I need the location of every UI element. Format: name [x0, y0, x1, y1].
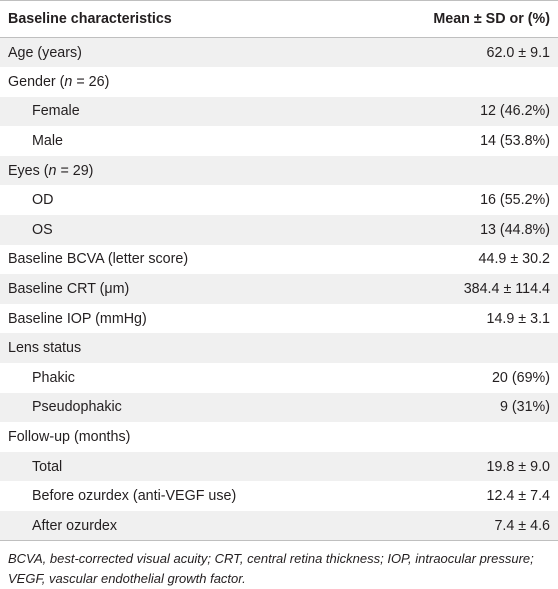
table-footnote: BCVA, best-corrected visual acuity; CRT,…: [8, 551, 534, 587]
row-value: 9 (31%): [360, 392, 558, 423]
row-value: [360, 422, 558, 452]
row-value: 12.4 ± 7.4: [486, 488, 551, 505]
table-row: Before ozurdex (anti-VEGF use) 12.4 ± 7.4: [0, 481, 558, 511]
row-value: 62.0 ± 9.1: [360, 37, 558, 68]
table-row: Baseline CRT (μm) 384.4 ± 114.4: [0, 274, 558, 304]
row-label: Pseudophakic: [0, 392, 360, 423]
row-label: Male: [32, 133, 63, 150]
table-row: Age (years) 62.0 ± 9.1: [0, 37, 558, 68]
table-row: Lens status: [0, 333, 558, 364]
header-row: Baseline characteristics Mean ± SD or (%…: [0, 0, 558, 38]
table-row: Gender (n = 26): [0, 67, 558, 97]
row-value: 14 (53.8%): [480, 133, 550, 150]
table-row: OS 13 (44.8%): [0, 215, 558, 245]
table-row: After ozurdex 7.4 ± 4.6: [0, 511, 558, 542]
table-row: Male 14 (53.8%): [0, 126, 558, 156]
table-row: Female 12 (46.2%): [0, 96, 558, 127]
row-label: Gender (n = 26): [8, 73, 110, 90]
row-value: 13 (44.8%): [360, 215, 558, 245]
table-row: OD 16 (55.2%): [0, 185, 558, 215]
table-row: Eyes (n = 29): [0, 155, 558, 186]
table-row: Pseudophakic 9 (31%): [0, 392, 558, 423]
row-value: [360, 67, 558, 97]
row-label: Eyes (n = 29): [0, 155, 360, 186]
row-value: 44.9 ± 30.2: [478, 251, 550, 268]
table-row: Follow-up (months): [0, 422, 558, 452]
baseline-characteristics-table: Baseline characteristics Mean ± SD or (%…: [0, 0, 558, 542]
row-label: After ozurdex: [0, 511, 360, 542]
row-value: 14.9 ± 3.1: [486, 310, 551, 327]
row-label: Female: [0, 96, 360, 127]
row-label: Baseline IOP (mmHg): [8, 310, 147, 327]
row-value: 12 (46.2%): [360, 96, 558, 127]
row-label: Total: [0, 451, 360, 482]
column-header-characteristics: Baseline characteristics: [0, 0, 360, 38]
row-label: Baseline BCVA (letter score): [8, 251, 189, 268]
row-value: 19.8 ± 9.0: [360, 451, 558, 482]
row-label: Baseline CRT (μm): [0, 274, 360, 304]
row-value: [360, 155, 558, 186]
row-value: 384.4 ± 114.4: [360, 274, 558, 304]
table-header: Baseline characteristics Mean ± SD or (%…: [0, 0, 558, 38]
table-row: Baseline IOP (mmHg) 14.9 ± 3.1: [0, 304, 558, 334]
row-label: OS: [0, 215, 360, 245]
row-label: Phakic: [32, 369, 75, 386]
row-label: Lens status: [0, 333, 360, 364]
row-value: 16 (55.2%): [480, 192, 550, 209]
table-row: Baseline BCVA (letter score) 44.9 ± 30.2: [0, 245, 558, 275]
row-value: 7.4 ± 4.6: [360, 511, 558, 542]
row-value: [360, 333, 558, 364]
row-label: OD: [32, 192, 54, 209]
row-label: Age (years): [0, 37, 360, 68]
row-label: Before ozurdex (anti-VEGF use): [32, 488, 237, 505]
table-body: Age (years) 62.0 ± 9.1 Gender (n = 26) Fema…: [0, 37, 558, 542]
row-value: 20 (69%): [491, 369, 550, 386]
table-row: Phakic 20 (69%): [0, 363, 558, 393]
column-header-values: Mean ± SD or (%): [360, 0, 558, 38]
table-row: Total 19.8 ± 9.0: [0, 451, 558, 482]
row-label: Follow-up (months): [8, 429, 131, 446]
